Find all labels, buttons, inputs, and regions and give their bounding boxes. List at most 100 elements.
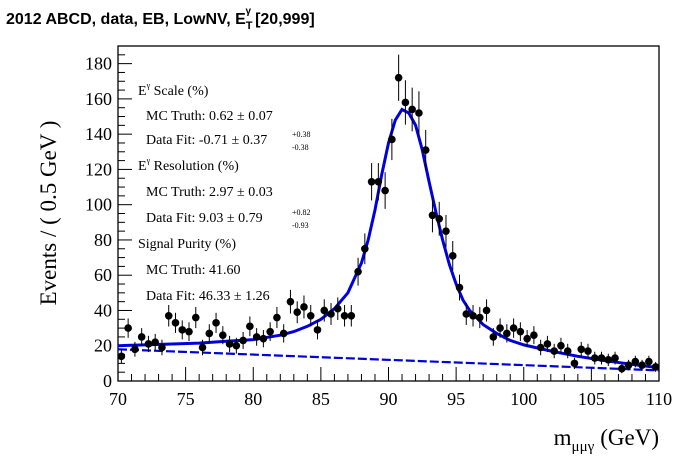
marker xyxy=(611,354,619,362)
marker xyxy=(543,340,552,348)
data-point xyxy=(388,118,396,161)
data-point xyxy=(158,339,166,356)
marker xyxy=(124,324,132,332)
y-tick-label: 160 xyxy=(85,89,112,109)
marker xyxy=(557,341,565,350)
marker xyxy=(530,331,538,339)
marker xyxy=(266,327,274,336)
data-point xyxy=(408,87,416,132)
marker xyxy=(306,311,315,320)
marker xyxy=(597,354,606,362)
data-point xyxy=(462,303,471,325)
data-point xyxy=(550,343,558,359)
data-point xyxy=(347,305,356,327)
chart-title: 2012 ABCD, data, EB, LowNV, ETγ [20,999] xyxy=(6,6,315,32)
data-point xyxy=(306,305,315,327)
data-point xyxy=(151,333,159,351)
data-point xyxy=(469,305,477,327)
marker xyxy=(482,306,491,315)
y-tick-label: 80 xyxy=(94,230,112,250)
data-point xyxy=(232,337,241,354)
data-point xyxy=(394,54,403,101)
marker xyxy=(252,333,261,341)
data-point xyxy=(266,322,274,341)
marker xyxy=(489,333,498,341)
data-point xyxy=(584,343,592,359)
data-point xyxy=(448,241,457,271)
data-point xyxy=(239,331,247,349)
marker xyxy=(239,336,247,345)
marker xyxy=(361,244,369,253)
marker xyxy=(273,313,281,322)
data-point xyxy=(137,328,146,346)
data-point xyxy=(543,335,552,353)
data-point xyxy=(435,201,444,236)
marker xyxy=(333,304,342,313)
data-point xyxy=(455,274,464,301)
data-point xyxy=(482,299,491,322)
data-point xyxy=(563,343,572,359)
x-tick-label: 70 xyxy=(109,389,127,409)
marker xyxy=(191,313,200,322)
x-tick-label: 80 xyxy=(244,389,262,409)
data-point xyxy=(624,359,633,371)
data-point xyxy=(489,328,498,346)
data-point xyxy=(164,305,173,327)
marker xyxy=(604,356,613,364)
marker xyxy=(388,135,396,144)
marker xyxy=(448,252,457,260)
data-point xyxy=(590,351,599,365)
marker xyxy=(428,211,437,220)
data-point xyxy=(381,172,389,209)
marker xyxy=(205,329,214,338)
y-tick-labels: 0 20 40 60 80 100 120 140 160 180 xyxy=(85,54,112,391)
data-point xyxy=(313,320,322,340)
y-tick-label: 0 xyxy=(103,371,112,391)
data-point xyxy=(300,295,308,319)
marker xyxy=(570,359,579,368)
marker xyxy=(246,322,254,331)
marker xyxy=(164,311,173,320)
marker xyxy=(421,146,430,154)
marker xyxy=(198,343,207,352)
data-point xyxy=(131,341,139,357)
purity-mc: MC Truth: 41.60 xyxy=(146,263,241,278)
marker xyxy=(435,214,444,223)
x-tick-label: 100 xyxy=(510,389,537,409)
marker xyxy=(117,352,126,361)
marker xyxy=(259,334,268,343)
marker xyxy=(300,303,308,311)
res-title: Eγ Resolution (%) xyxy=(138,156,239,174)
data-point xyxy=(171,312,180,333)
res-mc: MC Truth: 2.97 ± 0.03 xyxy=(146,185,273,200)
data-point xyxy=(279,324,288,343)
data-point xyxy=(333,297,342,320)
marker xyxy=(354,267,362,276)
res-fit-up: +0.82 xyxy=(292,208,311,217)
marker xyxy=(137,333,146,341)
marker xyxy=(320,306,329,315)
marker xyxy=(550,347,558,355)
data-point xyxy=(604,353,613,367)
marker xyxy=(178,326,187,334)
marker xyxy=(584,347,592,355)
x-axis-label: mμμγ (GeV) xyxy=(554,425,659,455)
data-point xyxy=(509,318,518,338)
data-points xyxy=(117,54,660,374)
data-point xyxy=(428,198,437,233)
data-point xyxy=(246,316,254,337)
data-point xyxy=(516,322,525,341)
data-point xyxy=(327,303,335,325)
res-fit-down: -0.93 xyxy=(292,221,309,230)
data-point xyxy=(651,361,660,372)
data-point xyxy=(124,318,132,338)
marker xyxy=(496,324,504,332)
data-point xyxy=(523,330,531,348)
annotations: Eγ Scale (%) MC Truth: 0.62 ± 0.07 Data … xyxy=(138,81,311,304)
data-point xyxy=(611,351,619,365)
data-point xyxy=(638,359,646,371)
data-point xyxy=(415,91,423,135)
marker xyxy=(469,311,477,320)
res-fit: Data Fit: 9.03 ± 0.79 xyxy=(146,211,263,226)
